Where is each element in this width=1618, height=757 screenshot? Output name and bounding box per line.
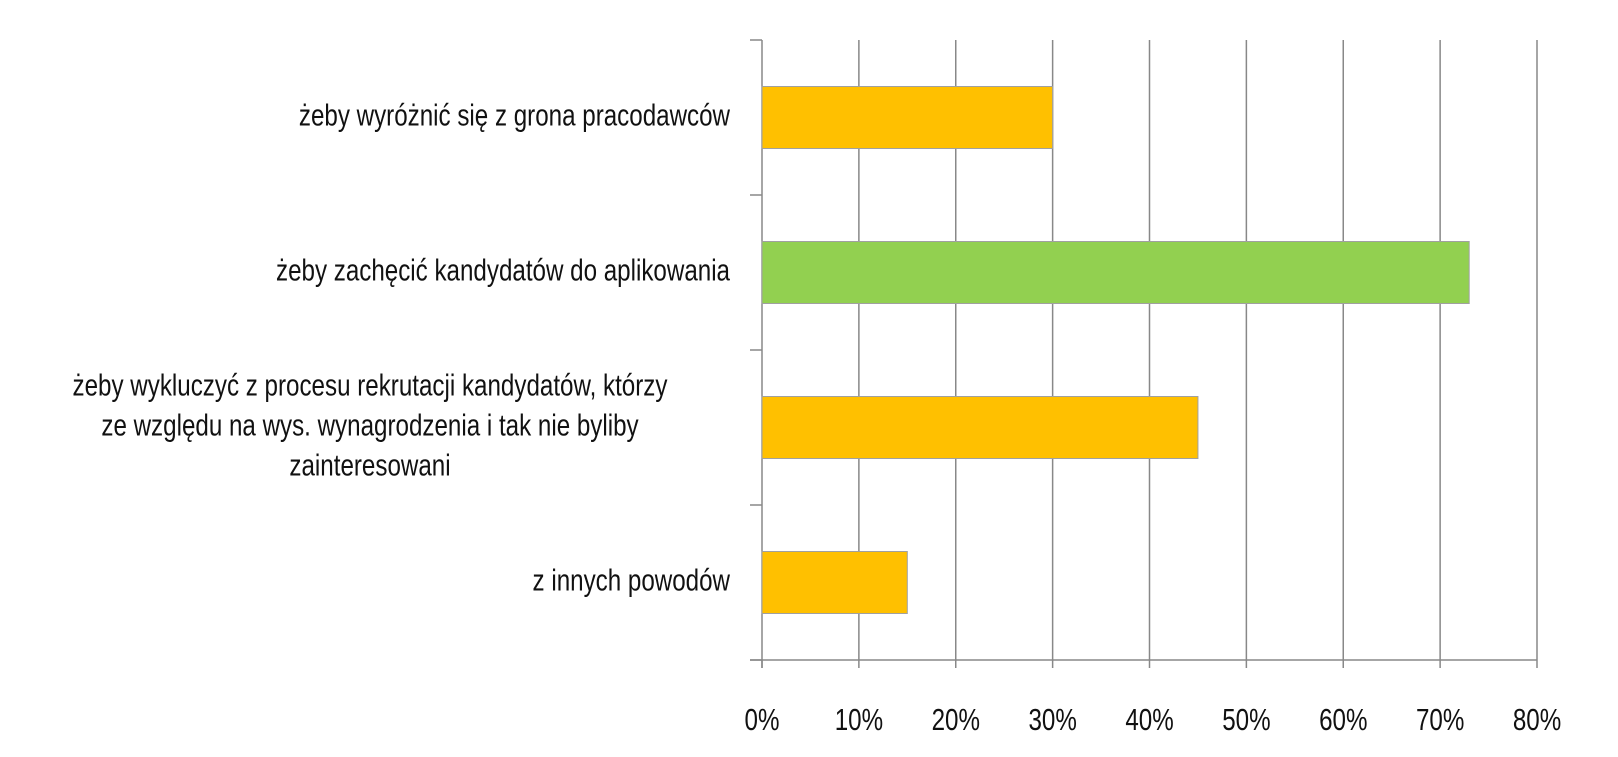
x-tick-label: 30% [1028, 702, 1076, 737]
y-tick-label: żeby wyróżnić się z grona pracodawców [299, 98, 731, 133]
bar [761, 396, 1199, 459]
label-line: zainteresowani [289, 448, 450, 483]
x-tick-label: 50% [1222, 702, 1270, 737]
bar [761, 241, 1470, 304]
y-tick-label: z innych powodów [533, 563, 731, 598]
bar [761, 86, 1054, 149]
x-tick-label: 20% [932, 702, 980, 737]
x-tick-label: 40% [1125, 702, 1173, 737]
y-tick-label: żeby wykluczyć z procesu rekrutacji kand… [73, 368, 668, 483]
label-line: ze względu na wys. wynagrodzenia i tak n… [101, 408, 638, 443]
y-tick-label: żeby zachęcić kandydatów do aplikowania [276, 253, 730, 288]
x-tick-label: 70% [1416, 702, 1464, 737]
x-tick-label: 60% [1319, 702, 1367, 737]
x-tick-label: 0% [745, 702, 780, 737]
x-tick-label: 80% [1513, 702, 1561, 737]
x-tick-label: 10% [835, 702, 883, 737]
bar [761, 551, 908, 614]
label-line: żeby wykluczyć z procesu rekrutacji kand… [73, 368, 668, 403]
